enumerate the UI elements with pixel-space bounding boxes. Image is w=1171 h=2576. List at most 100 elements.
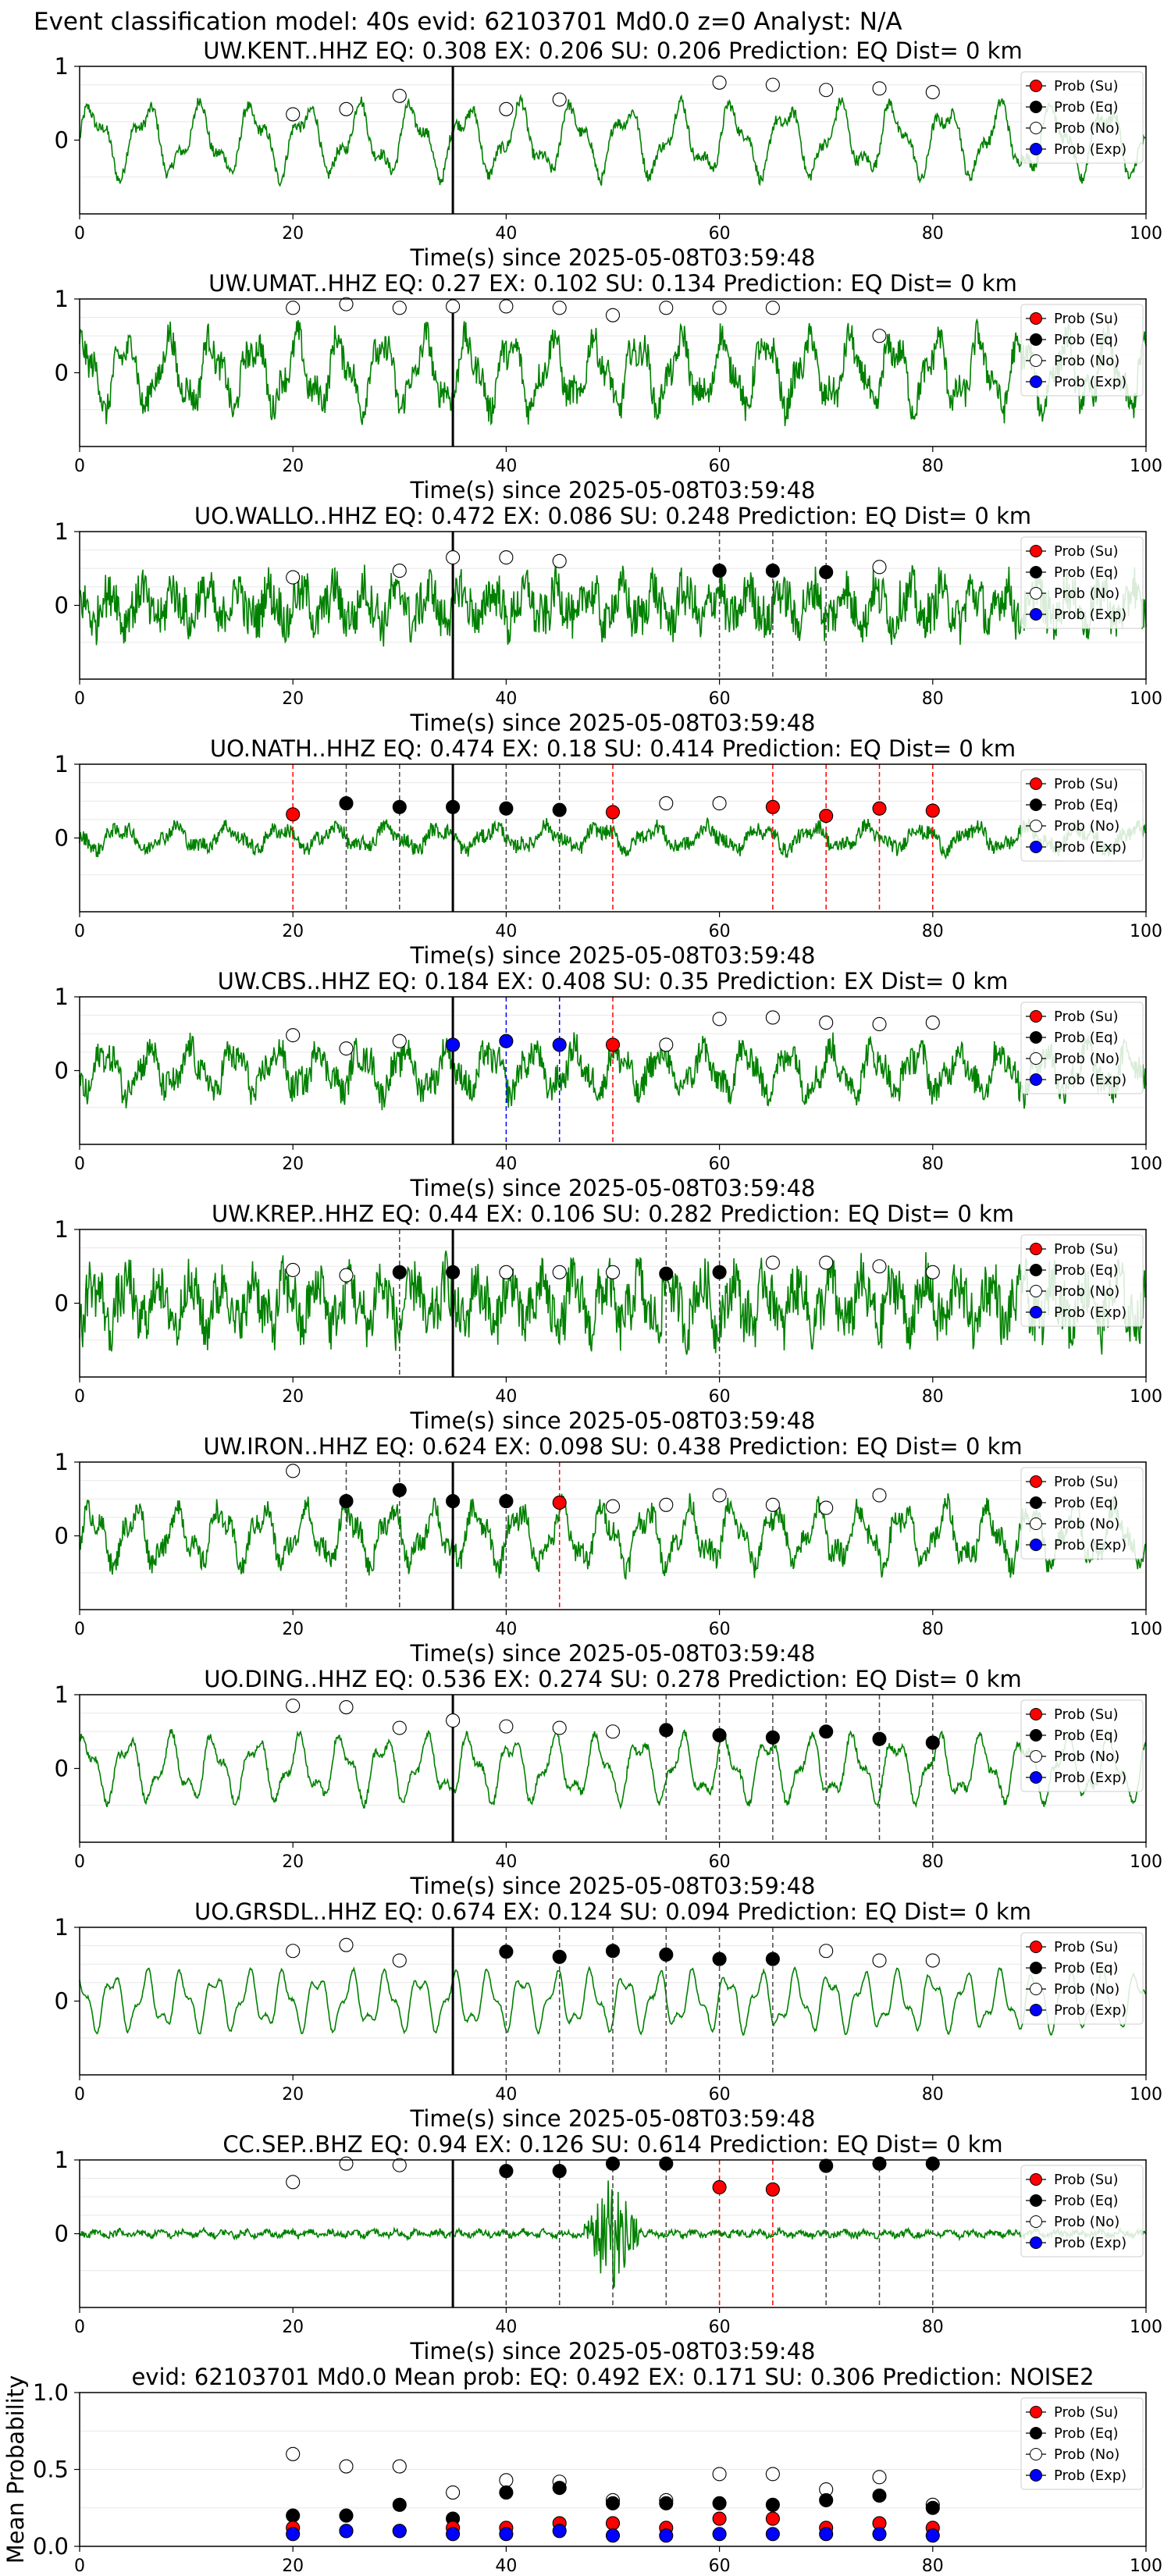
prob-point-no [339, 297, 354, 311]
prob-point-eq [659, 1266, 674, 1281]
prob-point-no [499, 299, 514, 314]
prob-point-eq [712, 1727, 727, 1743]
x-tick-label: 20 [282, 1620, 304, 1639]
prob-point-eq [765, 1730, 780, 1745]
x-tick-label: 100 [1130, 922, 1162, 941]
prob-point-no [872, 1488, 887, 1503]
panel-3: UO.WALLO..HHZ EQ: 0.472 EX: 0.086 SU: 0.… [55, 503, 1162, 736]
prob-point-eq [819, 2158, 834, 2173]
prob-point-eq [872, 2488, 887, 2503]
x-axis-label: Time(s) since 2025-05-08T03:59:48 [410, 1175, 816, 1201]
prob-point-no [872, 1953, 887, 1968]
x-tick-label: 0 [74, 224, 85, 244]
y-tick-label: 0 [55, 360, 69, 386]
legend-box [1020, 536, 1144, 629]
x-tick-label: 0 [74, 1620, 85, 1639]
legend-label: Prob (Exp) [1054, 141, 1127, 158]
legend-label: Prob (Eq) [1054, 1262, 1119, 1279]
prob-point-eq [765, 1952, 780, 1966]
legend-label: Prob (Su) [1054, 1241, 1119, 1258]
prob-point-exp [392, 2524, 407, 2539]
prob-point-no [446, 1713, 461, 1728]
legend-label: Prob (Su) [1054, 78, 1119, 94]
x-tick-label: 100 [1130, 2556, 1162, 2576]
prob-point-exp [446, 1037, 461, 1052]
legend-label: Prob (Exp) [1054, 2002, 1127, 2019]
legend-marker [1030, 1243, 1042, 1255]
legend-label: Prob (Exp) [1054, 607, 1127, 623]
legend: Prob (Su) Prob (Eq) Prob (No) Prob (Exp) [1020, 1932, 1144, 2025]
legend-label: Prob (Eq) [1054, 1495, 1119, 1511]
prob-point-no [499, 101, 514, 116]
prob-point-su [765, 2182, 780, 2197]
prob-point-no [765, 301, 780, 315]
legend-box [1020, 1699, 1144, 1792]
y-tick-label: 0 [55, 825, 69, 852]
prob-point-eq [392, 2497, 407, 2512]
x-tick-label: 20 [282, 2085, 304, 2105]
legend-marker [1030, 2406, 1042, 2418]
prob-point-exp [286, 2527, 301, 2542]
prob-point-no [286, 1262, 301, 1278]
prob-point-eq [712, 2496, 727, 2510]
prob-point-no [765, 1497, 780, 1512]
x-axis-label: Time(s) since 2025-05-08T03:59:48 [410, 244, 816, 271]
legend-marker [1030, 122, 1042, 134]
legend-label: Prob (Exp) [1054, 374, 1127, 390]
x-tick-label: 80 [922, 457, 944, 476]
prob-point-no [392, 301, 407, 315]
y-tick-label: 1 [55, 1216, 69, 1243]
legend-label: Prob (No) [1054, 585, 1119, 602]
legend-label: Prob (No) [1054, 2214, 1119, 2230]
prob-point-no [712, 796, 727, 811]
prob-point-eq [339, 2508, 354, 2523]
prob-point-no [499, 1719, 514, 1734]
prob-point-no [872, 329, 887, 343]
prob-point-exp [552, 2524, 567, 2539]
prob-point-eq [392, 1265, 407, 1279]
prob-point-no [392, 564, 407, 578]
prob-point-no [392, 1034, 407, 1048]
prob-point-eq [552, 2164, 567, 2179]
prob-point-no [765, 1255, 780, 1270]
panel-title: UW.KENT..HHZ EQ: 0.308 EX: 0.206 SU: 0.2… [203, 37, 1022, 64]
x-tick-label: 40 [495, 1155, 517, 1174]
prob-point-exp [605, 2528, 621, 2543]
panel-2: UW.UMAT..HHZ EQ: 0.27 EX: 0.102 SU: 0.13… [55, 270, 1162, 503]
x-tick-label: 0 [74, 1852, 85, 1872]
y-tick-label: 1 [55, 2147, 69, 2173]
x-tick-label: 100 [1130, 1387, 1162, 1407]
prob-point-no [339, 1268, 354, 1283]
panel-4: UO.NATH..HHZ EQ: 0.474 EX: 0.18 SU: 0.41… [55, 735, 1162, 969]
legend-marker [1030, 1983, 1042, 1995]
prob-point-su [605, 1037, 621, 1052]
y-tick-label: 0 [55, 1523, 69, 1550]
prob-point-exp [925, 2528, 940, 2543]
prob-point-no [552, 301, 567, 315]
prob-point-eq [765, 564, 780, 578]
legend-box [1020, 71, 1144, 164]
panel-title: UW.KREP..HHZ EQ: 0.44 EX: 0.106 SU: 0.28… [212, 1201, 1014, 1227]
legend-marker [1030, 1496, 1042, 1509]
y-tick-label: 0.0 [33, 2533, 69, 2560]
x-tick-label: 0 [74, 2318, 85, 2337]
y-axis-label: Mean Probability [2, 2375, 29, 2564]
prob-point-su [712, 2179, 727, 2195]
legend-marker [1030, 841, 1042, 853]
legend: Prob (Su) Prob (Eq) Prob (No) Prob (Exp) [1020, 769, 1144, 862]
x-axis-label: Time(s) since 2025-05-08T03:59:48 [410, 2105, 816, 2132]
x-tick-label: 40 [495, 922, 517, 941]
legend-label: Prob (No) [1054, 1283, 1119, 1300]
x-tick-label: 0 [74, 1155, 85, 1174]
legend-marker [1030, 2427, 1042, 2439]
legend-marker [1030, 101, 1042, 113]
y-tick-label: 1.0 [33, 2379, 69, 2406]
prob-point-no [872, 560, 887, 575]
legend-label: Prob (Eq) [1054, 99, 1119, 116]
prob-point-no [552, 1720, 567, 1735]
prob-point-eq [712, 1952, 727, 1966]
y-tick-label: 1 [55, 53, 69, 80]
x-tick-label: 0 [74, 922, 85, 941]
prob-point-no [819, 1016, 834, 1030]
prob-point-su [872, 801, 887, 816]
